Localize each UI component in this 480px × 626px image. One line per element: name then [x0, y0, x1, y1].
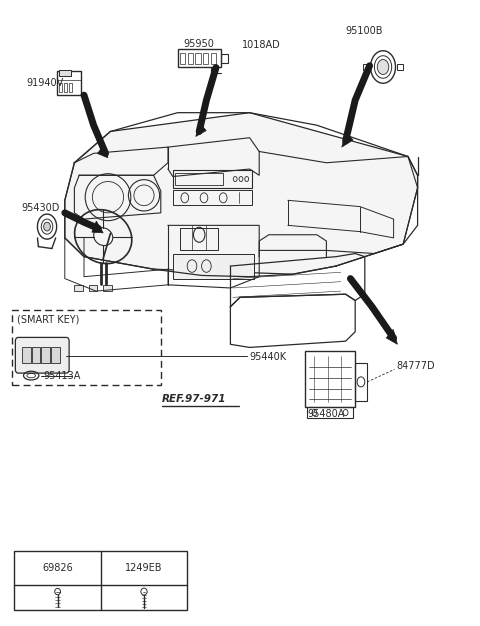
Text: (SMART KEY): (SMART KEY) [17, 314, 79, 324]
Bar [363, 64, 369, 70]
Bar [178, 49, 221, 67]
Polygon shape [386, 329, 397, 344]
Bar [173, 170, 252, 188]
Bar [173, 190, 252, 205]
Text: 69826: 69826 [42, 563, 73, 573]
Bar [188, 53, 193, 64]
Bar [397, 64, 403, 70]
Bar [59, 70, 71, 76]
Bar [355, 363, 367, 401]
Text: REF.97-971: REF.97-971 [162, 394, 227, 404]
FancyBboxPatch shape [15, 337, 69, 373]
Bar [173, 254, 254, 279]
Bar [89, 285, 97, 291]
Polygon shape [97, 145, 108, 158]
Text: 84777D: 84777D [396, 361, 434, 371]
Bar [307, 407, 353, 418]
Bar [203, 53, 208, 64]
Text: 95100B: 95100B [346, 26, 383, 36]
Bar [57, 71, 81, 95]
Bar [14, 551, 187, 610]
Circle shape [44, 222, 50, 231]
Text: 95950: 95950 [184, 39, 215, 49]
Bar [211, 53, 216, 64]
Text: 95440K: 95440K [250, 352, 287, 362]
Circle shape [377, 59, 389, 74]
Polygon shape [92, 221, 103, 233]
Bar [69, 83, 72, 92]
Bar [180, 53, 185, 64]
Bar [195, 53, 201, 64]
Bar [51, 347, 60, 363]
Bar [59, 83, 62, 92]
Text: 91940V: 91940V [26, 78, 64, 88]
Polygon shape [196, 122, 206, 136]
Bar [32, 347, 40, 363]
Polygon shape [65, 113, 418, 274]
Text: 95480A: 95480A [307, 409, 345, 419]
Bar [41, 347, 50, 363]
Bar [180, 228, 218, 250]
Bar [103, 285, 112, 291]
Text: 1018AD: 1018AD [242, 40, 281, 50]
Polygon shape [342, 131, 353, 147]
Bar [64, 83, 67, 92]
Bar [175, 173, 223, 185]
Text: 95430D: 95430D [21, 203, 60, 213]
Bar [74, 285, 83, 291]
Text: 1249EB: 1249EB [125, 563, 163, 573]
Text: 95413A: 95413A [43, 371, 81, 381]
Bar [305, 351, 355, 407]
Bar [22, 347, 31, 363]
Bar [221, 54, 228, 63]
